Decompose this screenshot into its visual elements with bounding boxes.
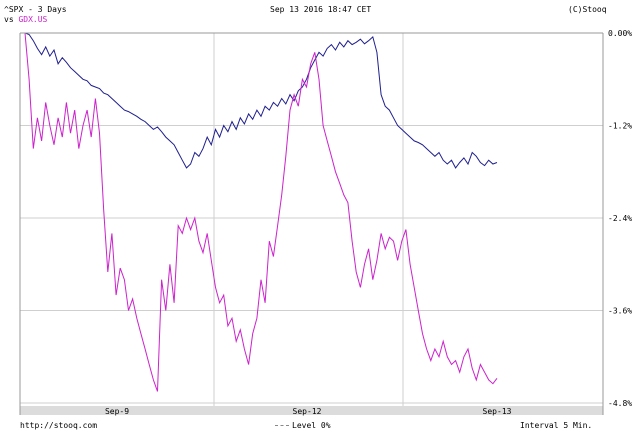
footer-legend: Level 0% xyxy=(275,421,331,431)
x-tick-label: Sep-13 xyxy=(483,407,512,416)
plot-area xyxy=(20,33,603,406)
symbol-label: ^SPX - 3 Days xyxy=(4,5,67,14)
y-tick-label: 0.00% xyxy=(608,29,632,38)
y-tick-label: -4.8% xyxy=(608,399,632,408)
chart-title: ^SPX - 3 Days xyxy=(4,5,67,15)
brand-label: (C)Stooq xyxy=(568,5,607,14)
datetime-label: Sep 13 2016 18:47 CET xyxy=(270,5,372,14)
x-tick-label: Sep-12 xyxy=(293,407,322,416)
gdx-series-line xyxy=(24,32,498,392)
level-legend-label: Level 0% xyxy=(292,421,331,430)
y-axis-ticks: 0.00% -1.2% -2.4% -3.6% -4.8% xyxy=(608,29,632,408)
vs-label: vs xyxy=(4,15,14,24)
y-tick-label: -2.4% xyxy=(608,214,632,223)
spx-series-line xyxy=(24,32,498,169)
y-tick-label: -1.2% xyxy=(608,122,632,131)
level-legend-swatch xyxy=(275,425,289,426)
x-tick-label: Sep-9 xyxy=(105,407,129,416)
x-axis-band xyxy=(20,406,603,415)
x-axis-ticks: Sep-9 Sep-12 Sep-13 xyxy=(105,407,512,416)
footer-url-link[interactable]: http://stooq.com xyxy=(20,421,98,430)
interval-label: Interval 5 Min. xyxy=(520,421,593,430)
y-tick-label: -3.6% xyxy=(608,307,632,316)
compare-line: vs GDX.US xyxy=(4,15,47,25)
grid xyxy=(20,33,603,415)
compare-symbol-label: GDX.US xyxy=(18,15,48,24)
